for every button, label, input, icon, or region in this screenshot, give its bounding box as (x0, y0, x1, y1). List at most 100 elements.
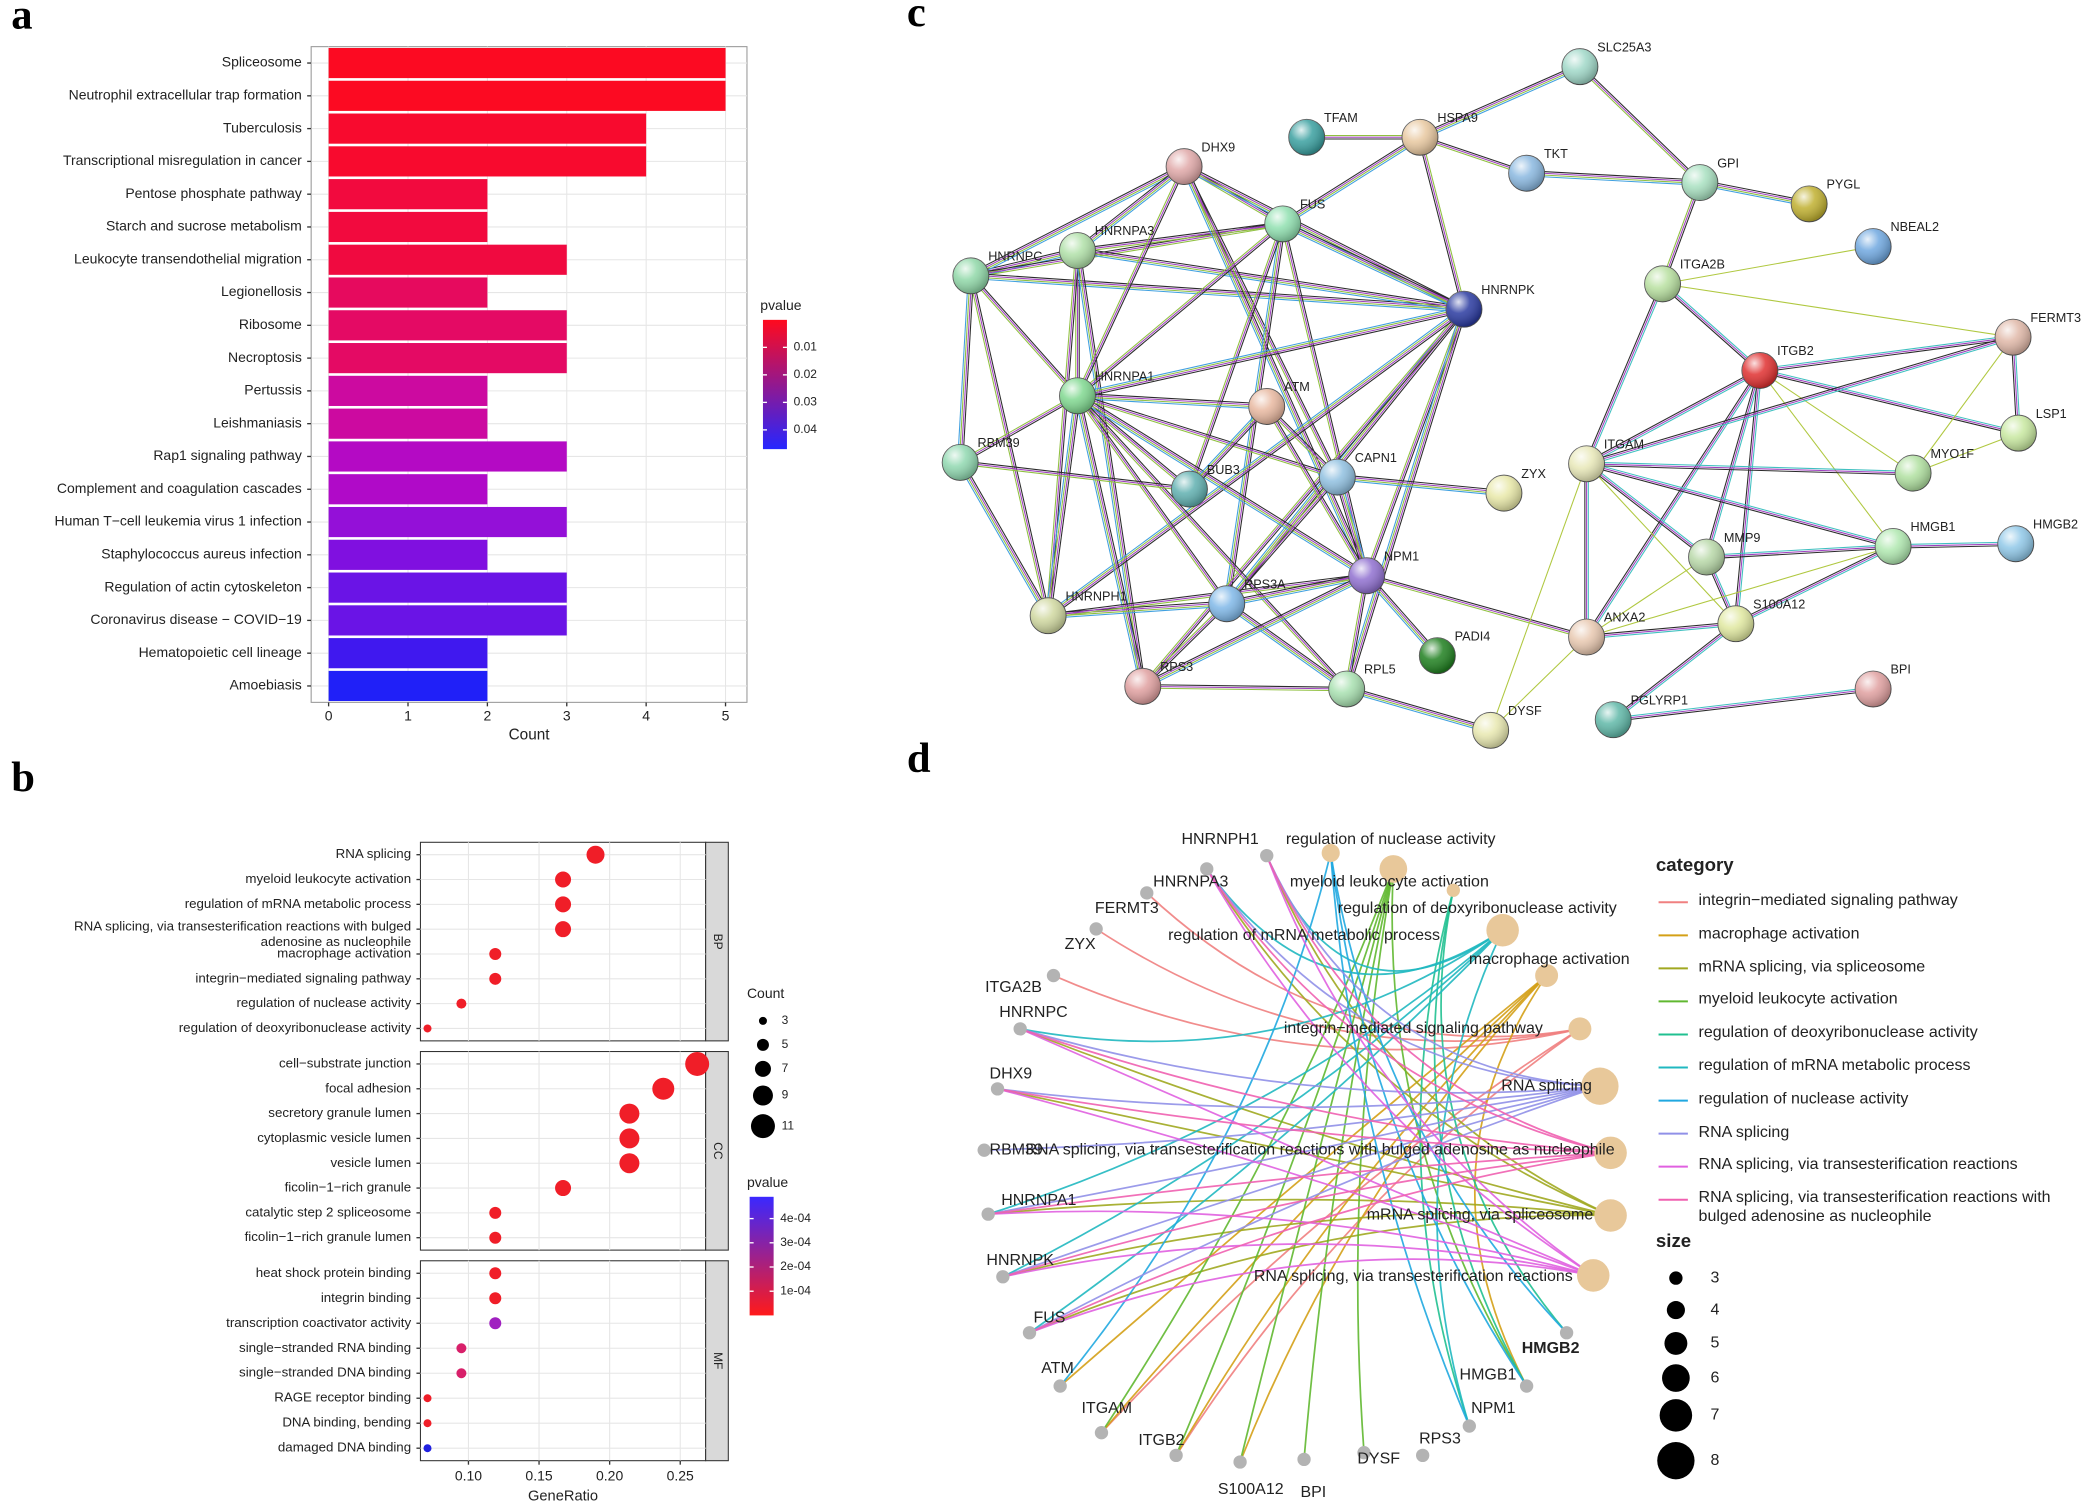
network-edge (1586, 624, 1737, 640)
protein-node-shine (1875, 528, 1912, 565)
gene-label: DYSF (1357, 1451, 1400, 1468)
legend-dot (758, 1016, 767, 1025)
x-tick-label: 0.20 (596, 1467, 623, 1483)
network-edge (1526, 170, 1701, 181)
term-label: RNA splicing (1501, 1077, 1592, 1094)
network-edge (1759, 369, 2019, 434)
bar (328, 343, 567, 374)
concept-edge (1053, 974, 1581, 1051)
network-edge (1224, 605, 1346, 692)
bar (328, 47, 726, 79)
network-edge (1706, 547, 1894, 560)
network-edge (1077, 393, 1339, 476)
legend-label-box: RNA splicing, via transesterification re… (1699, 1189, 2051, 1224)
network-edge (1704, 369, 1759, 557)
network-edge (1699, 182, 1810, 206)
network-edge (1077, 223, 1284, 397)
network-edge (1586, 463, 1894, 547)
concept-edge (1265, 855, 1611, 1154)
network-edge (1586, 463, 1737, 625)
network-edge (962, 275, 974, 463)
y-tick-label: macrophage activation (277, 946, 411, 961)
network-edge (1047, 308, 1464, 616)
protein-label: NBEAL2 (1890, 220, 1939, 234)
gene-label: HNRNPH1 (1181, 831, 1258, 848)
protein-node-shine (1208, 585, 1245, 622)
gene-label: HNRNPK (986, 1252, 1054, 1269)
gene-label: ZYX (1065, 936, 1096, 953)
network-edge (1077, 221, 1283, 250)
facet-label: MF (711, 1352, 725, 1369)
network-edge (1187, 404, 1266, 488)
network-edge (1364, 308, 1463, 576)
network-edge (1344, 575, 1366, 689)
dot (555, 1180, 572, 1197)
network-edge (1075, 396, 1226, 606)
bar (328, 244, 567, 275)
network-edge (1662, 283, 1761, 371)
concept-edge (1329, 852, 1568, 1334)
network-edge (971, 225, 1284, 279)
gene-label: ATM (1041, 1360, 1074, 1377)
network-edge (959, 463, 1190, 492)
y-tick-label: RAGE receptor binding (274, 1390, 411, 1405)
term-label: integrin−mediated signaling pathway (1284, 1020, 1543, 1037)
concept-edge (1356, 868, 1395, 1453)
gene-node (1559, 1326, 1574, 1340)
network-edge (1050, 396, 1081, 617)
legend-label: integrin−mediated signaling pathway (1698, 891, 1958, 909)
y-tick-label: Tuberculosis (223, 119, 302, 135)
network-edge (1077, 223, 1283, 252)
y-tick-label: heat shock protein binding (256, 1265, 411, 1280)
network-edge (1663, 282, 1762, 370)
x-tick-label: 0.15 (525, 1467, 552, 1483)
y-tick-label: regulation of nuclease activity (236, 995, 411, 1010)
legend-dot (1664, 1331, 1688, 1355)
legend-label: 8 (1711, 1452, 1720, 1469)
term-label: RNA splicing, via transesterification re… (1025, 1141, 1614, 1158)
network-edge (1077, 395, 1338, 478)
concept-edge (1265, 855, 1594, 1277)
network-edge (1735, 545, 1894, 625)
protein-node-shine (1348, 557, 1385, 594)
bar (328, 310, 567, 341)
protein-label: HNRNPA3 (1095, 224, 1155, 238)
gene-label: FUS (1034, 1309, 1066, 1326)
network-edge (1078, 167, 1187, 397)
protein-node-shine (1568, 619, 1605, 656)
network-edge (1587, 371, 1762, 639)
concept-edge (1002, 1243, 1594, 1278)
dot (489, 1231, 502, 1244)
network-edge (1076, 250, 1143, 687)
protein-label: ITGB2 (1777, 344, 1814, 358)
concept-edge (1019, 1028, 1601, 1094)
facet-label: BP (711, 934, 725, 950)
gene-label: HMGB2 (1522, 1340, 1580, 1357)
legend-title: Count (747, 985, 784, 1001)
network-edge (1282, 137, 1421, 226)
network-edge (1142, 603, 1228, 687)
protein-label: RBM39 (978, 436, 1020, 450)
concept-edge (1329, 852, 1471, 1427)
protein-node-shine (1472, 712, 1509, 749)
protein-label: ITGA2B (1680, 258, 1725, 272)
network-edge (959, 393, 1077, 462)
concept-edge (997, 1087, 1611, 1154)
term-node (1594, 1199, 1627, 1232)
network-edge (960, 461, 1050, 616)
colorbar-label: 1e-04 (780, 1283, 811, 1297)
dot (489, 972, 502, 985)
y-tick-label: Starch and sucrose metabolism (106, 218, 302, 234)
panel-label: c (907, 0, 926, 36)
protein-label: BPI (1890, 663, 1910, 677)
protein-node-shine (1508, 155, 1545, 192)
network-edge (1078, 394, 1229, 604)
y-tick-label-box: RNA splicing, via transesterification re… (74, 920, 411, 950)
term-label: mRNA splicing, via spliceosome (1367, 1207, 1594, 1224)
y-tick-label: catalytic step 2 spliceosome (245, 1204, 411, 1219)
network-edge (1078, 394, 1349, 689)
y-tick-label: transcription coactivator activity (226, 1315, 411, 1330)
concept-edge (984, 1085, 1601, 1152)
term-label: RNA splicing, via transesterification re… (1254, 1268, 1573, 1285)
